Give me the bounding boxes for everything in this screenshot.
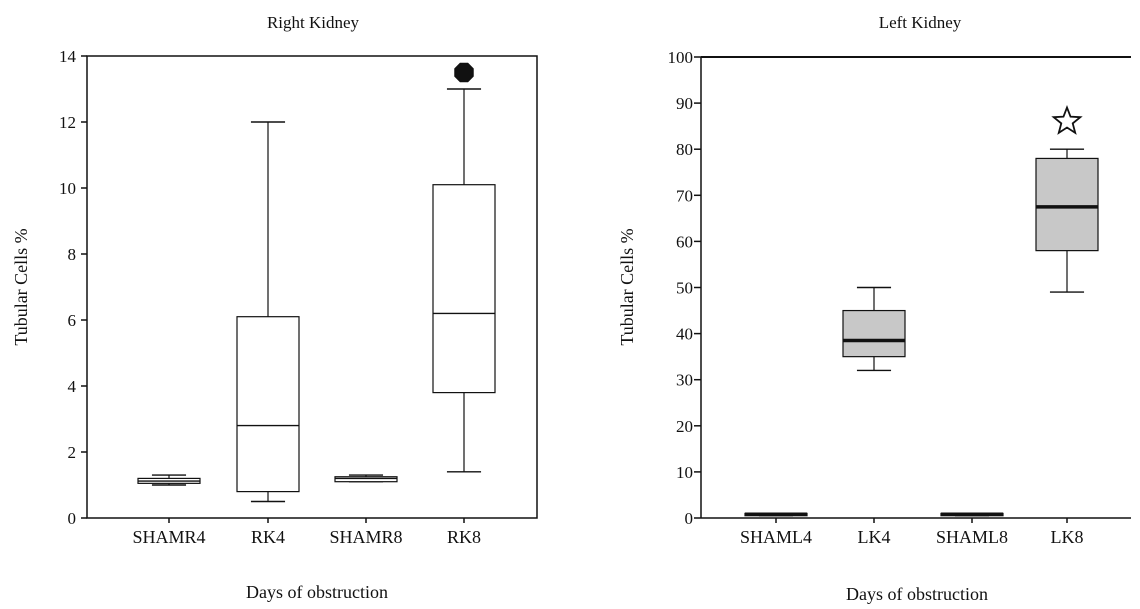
y-axis: 0 2 4 6 8 10 12 14: [59, 47, 87, 528]
y-tick-label: 100: [668, 48, 694, 67]
box-shamr8: [334, 474, 398, 483]
x-tick-label: SHAML4: [740, 527, 812, 547]
box-shaml4: [744, 512, 808, 517]
y-axis-label: Tubular Cells %: [11, 228, 31, 345]
box-series: [744, 105, 1099, 517]
box-iqr: [236, 316, 300, 493]
outlier-marker-octagon: [454, 62, 474, 83]
y-tick-label: 80: [676, 140, 693, 159]
y-tick-label: 10: [59, 179, 76, 198]
plot-frame: [86, 55, 538, 519]
y-tick-label: 8: [68, 245, 77, 264]
y-tick-label: 4: [68, 377, 77, 396]
x-tick-label: LK4: [858, 527, 891, 547]
box-shamr4: [137, 474, 201, 486]
y-axis-label: Tubular Cells %: [617, 228, 637, 345]
x-tick-label: LK8: [1051, 527, 1084, 547]
x-axis: SHAMR4 RK4 SHAMR8 RK8: [132, 518, 481, 547]
y-tick-label: 70: [676, 186, 693, 205]
x-axis-label: Days of obstruction: [846, 584, 988, 604]
x-tick-label: SHAML8: [936, 527, 1008, 547]
y-tick-label: 0: [68, 509, 77, 528]
significance-star-marker: [1051, 105, 1083, 135]
y-tick-label: 2: [68, 443, 77, 462]
chart-title: Right Kidney: [267, 13, 360, 32]
y-axis: 0 10 20 30 40 50 60 70 80 90 100: [668, 48, 701, 528]
x-axis-label: Days of obstruction: [246, 582, 388, 602]
x-tick-label: SHAMR8: [329, 527, 402, 547]
box-lk4: [842, 286, 906, 372]
y-tick-label: 90: [676, 94, 693, 113]
box-iqr: [432, 184, 496, 394]
box-iqr: [842, 309, 906, 358]
chart-right-kidney: Right Kidney 0 2 4 6 8 10 12 14 SHAMR4 RK4 SHAMR8…: [11, 13, 538, 602]
box-rk4: [236, 121, 300, 503]
x-tick-label: RK4: [251, 527, 285, 547]
box-rk8: [432, 88, 496, 473]
y-tick-label: 10: [676, 463, 693, 482]
box-series: [137, 62, 496, 503]
y-tick-label: 0: [685, 509, 694, 528]
x-axis: SHAML4 LK4 SHAML8 LK8: [740, 518, 1084, 547]
box-lk8: [1035, 148, 1099, 293]
box-shaml8: [940, 512, 1004, 517]
y-tick-label: 40: [676, 325, 693, 344]
y-tick-label: 60: [676, 232, 693, 251]
y-tick-label: 6: [68, 311, 77, 330]
x-tick-label: RK8: [447, 527, 481, 547]
y-tick-label: 12: [59, 113, 76, 132]
y-tick-label: 30: [676, 371, 693, 390]
box-iqr: [1035, 157, 1099, 252]
y-tick-label: 50: [676, 279, 693, 298]
chart-title: Left Kidney: [879, 13, 962, 32]
box-iqr: [334, 476, 398, 483]
x-tick-label: SHAMR4: [132, 527, 205, 547]
y-tick-label: 14: [59, 47, 77, 66]
chart-left-kidney: Left Kidney 0 10 20 30 40 50 60 70 80 90 100 SHAML…: [617, 13, 1131, 604]
y-tick-label: 20: [676, 417, 693, 436]
